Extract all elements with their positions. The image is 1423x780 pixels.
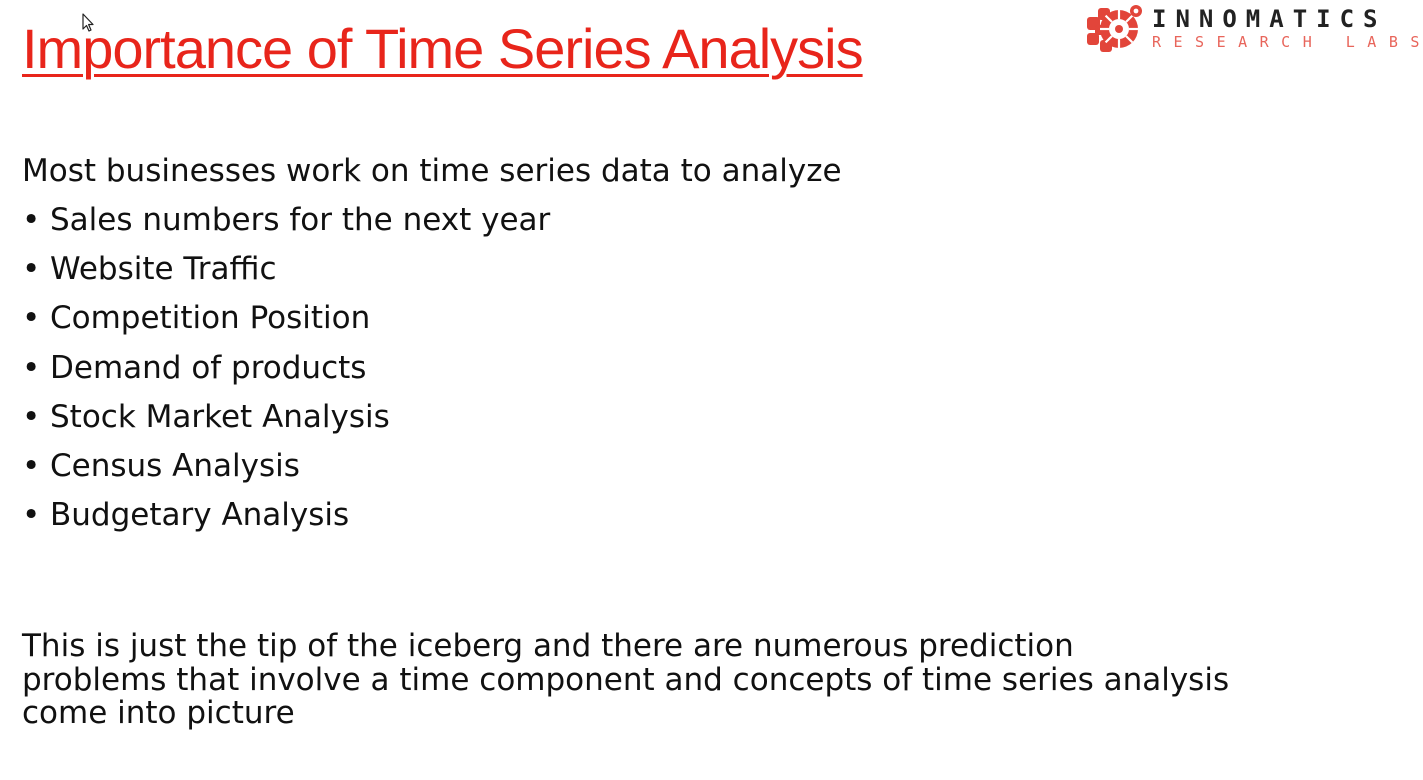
- logo-subtitle: RESEARCH LABS: [1152, 33, 1423, 51]
- bullet-text: Stock Market Analysis: [50, 398, 390, 435]
- slide-title: Importance of Time Series Analysis: [22, 17, 864, 80]
- bullet-text: Competition Position: [50, 300, 371, 337]
- mouse-pointer-icon: [82, 13, 94, 32]
- bullet-glyph: •: [22, 398, 41, 435]
- intro-text: Most businesses work on time series data…: [22, 153, 842, 189]
- bullet-text: Census Analysis: [50, 447, 300, 484]
- bullet-glyph: •: [22, 447, 41, 484]
- bullet-glyph: •: [22, 202, 41, 238]
- bullet-text: Sales numbers for the next year: [50, 202, 551, 238]
- closing-line: This is just the tip of the iceberg and …: [22, 628, 1074, 664]
- closing-line: problems that involve a time component a…: [22, 661, 1230, 698]
- logo-name: INNOMATICS: [1152, 5, 1387, 33]
- bullet-glyph: •: [22, 251, 41, 288]
- closing-paragraph: This is just the tip of the iceberg and …: [22, 628, 1352, 731]
- bullet-glyph: •: [22, 349, 41, 386]
- innomatics-logo: INNOMATICS RESEARCH LABS: [1084, 2, 1420, 56]
- innomatics-logo-icon: [1087, 5, 1142, 52]
- bullet-text: Demand of products: [50, 349, 367, 386]
- bullet-text: Budgetary Analysis: [50, 497, 350, 534]
- bullet-glyph: •: [22, 497, 41, 534]
- bullet-text: Website Traffic: [50, 251, 277, 288]
- bullet-glyph: •: [22, 300, 41, 337]
- closing-line: come into picture: [22, 695, 295, 731]
